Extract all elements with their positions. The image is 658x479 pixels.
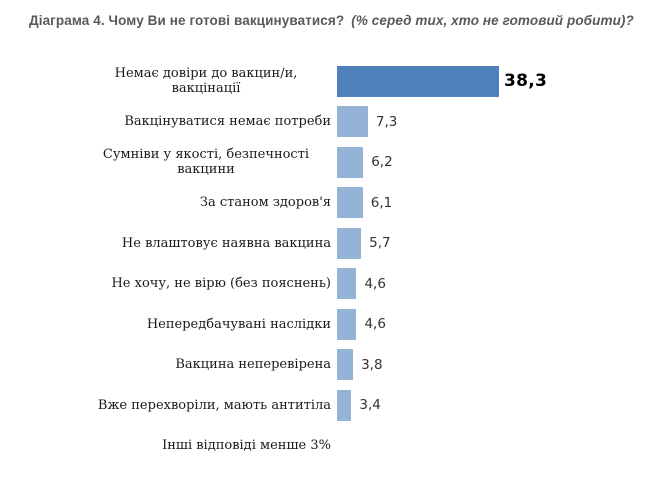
chart-row: Немає довіри до вакцин/и, вакцінації 38,3 (0, 61, 658, 102)
category-label: Вакцина неперевірена (175, 357, 331, 372)
value-label: 4,6 (364, 275, 386, 292)
category-label-cell: Інші відповіді менше 3% (0, 438, 331, 454)
category-label-cell: За станом здоров'я (0, 195, 331, 211)
bar (337, 187, 363, 219)
category-label-cell: Вакцінуватися немає потреби (0, 114, 331, 130)
chart-title-main: Діаграма 4. Чому Ви не готові вакцинуват… (29, 13, 345, 28)
value-label: 38,3 (504, 71, 548, 92)
bar-chart: Немає довіри до вакцин/и, вакцінації 38,3… (0, 61, 658, 466)
bar-cell: 6,2 (337, 142, 658, 183)
bar-cell: 38,3 (337, 61, 658, 102)
category-label: Вже перехворіли, мають антитіла (97, 397, 331, 413)
chart-row: Не хочу, не вірю (без пояснень) 4,6 (0, 264, 658, 305)
bar-cell: 3,4 (337, 385, 658, 426)
bar (337, 106, 368, 138)
category-label: Непередбачувані наслідки (146, 316, 331, 332)
bar-cell: 5,7 (337, 223, 658, 264)
bar (337, 146, 364, 178)
category-label: Вакцінуватися немає потреби (124, 114, 331, 129)
bar (337, 227, 362, 259)
bar-cell: 3,8 (337, 345, 658, 386)
category-label-cell: Сумніви у якості, безпечності вакцини (0, 147, 331, 178)
bar (337, 65, 499, 97)
value-label: 3,4 (359, 397, 381, 414)
value-label: 7,3 (375, 113, 398, 130)
category-label-cell: Вже перехворіли, мають антитіла (0, 398, 331, 414)
bar (337, 389, 352, 421)
value-label: 6,2 (371, 154, 393, 171)
category-label-cell: Вакцина неперевірена (0, 357, 331, 373)
category-label-cell: Не хочу, не вірю (без пояснень) (0, 276, 331, 292)
bar-cell (337, 426, 658, 467)
bar-cell: 7,3 (337, 102, 658, 143)
category-label: За станом здоров'я (199, 195, 331, 210)
chart-title-note: (% серед тих, хто не готовий робити)? (351, 13, 634, 28)
category-label: Не хочу, не вірю (без пояснень) (111, 276, 331, 291)
value-label: 4,6 (364, 316, 386, 333)
category-label-cell: Непередбачувані наслідки (0, 317, 331, 333)
value-label: 5,7 (369, 235, 391, 252)
category-label-cell: Не влаштовує наявна вакцина (0, 236, 331, 252)
category-label: Інші відповіді менше 3% (162, 438, 331, 453)
bar-cell: 4,6 (337, 264, 658, 305)
value-label: 3,8 (361, 356, 383, 373)
category-label: Сумніви у якості, безпечності вакцини (102, 146, 310, 178)
value-label: 6,1 (370, 194, 393, 211)
category-label: Не влаштовує наявна вакцина (121, 235, 331, 251)
bar-cell: 4,6 (337, 304, 658, 345)
chart-row: Вже перехворіли, мають антитіла 3,4 (0, 385, 658, 426)
chart-row: Сумніви у якості, безпечності вакцини 6,2 (0, 142, 658, 183)
chart-title: Діаграма 4. Чому Ви не готові вакцинуват… (29, 12, 644, 30)
chart-row: Інші відповіді менше 3% (0, 426, 658, 467)
category-label: Немає довіри до вакцин/и, вакцінації (114, 65, 298, 97)
chart-row: Вакцінуватися немає потреби 7,3 (0, 102, 658, 143)
chart-row: За станом здоров'я 6,1 (0, 183, 658, 224)
bar (337, 308, 357, 340)
bar (337, 268, 357, 300)
chart-row: Непередбачувані наслідки 4,6 (0, 304, 658, 345)
chart-row: Вакцина неперевірена 3,8 (0, 345, 658, 386)
chart-row: Не влаштовує наявна вакцина 5,7 (0, 223, 658, 264)
bar-cell: 6,1 (337, 183, 658, 224)
bar (337, 349, 354, 381)
category-label-cell: Немає довіри до вакцин/и, вакцінації (0, 66, 331, 97)
